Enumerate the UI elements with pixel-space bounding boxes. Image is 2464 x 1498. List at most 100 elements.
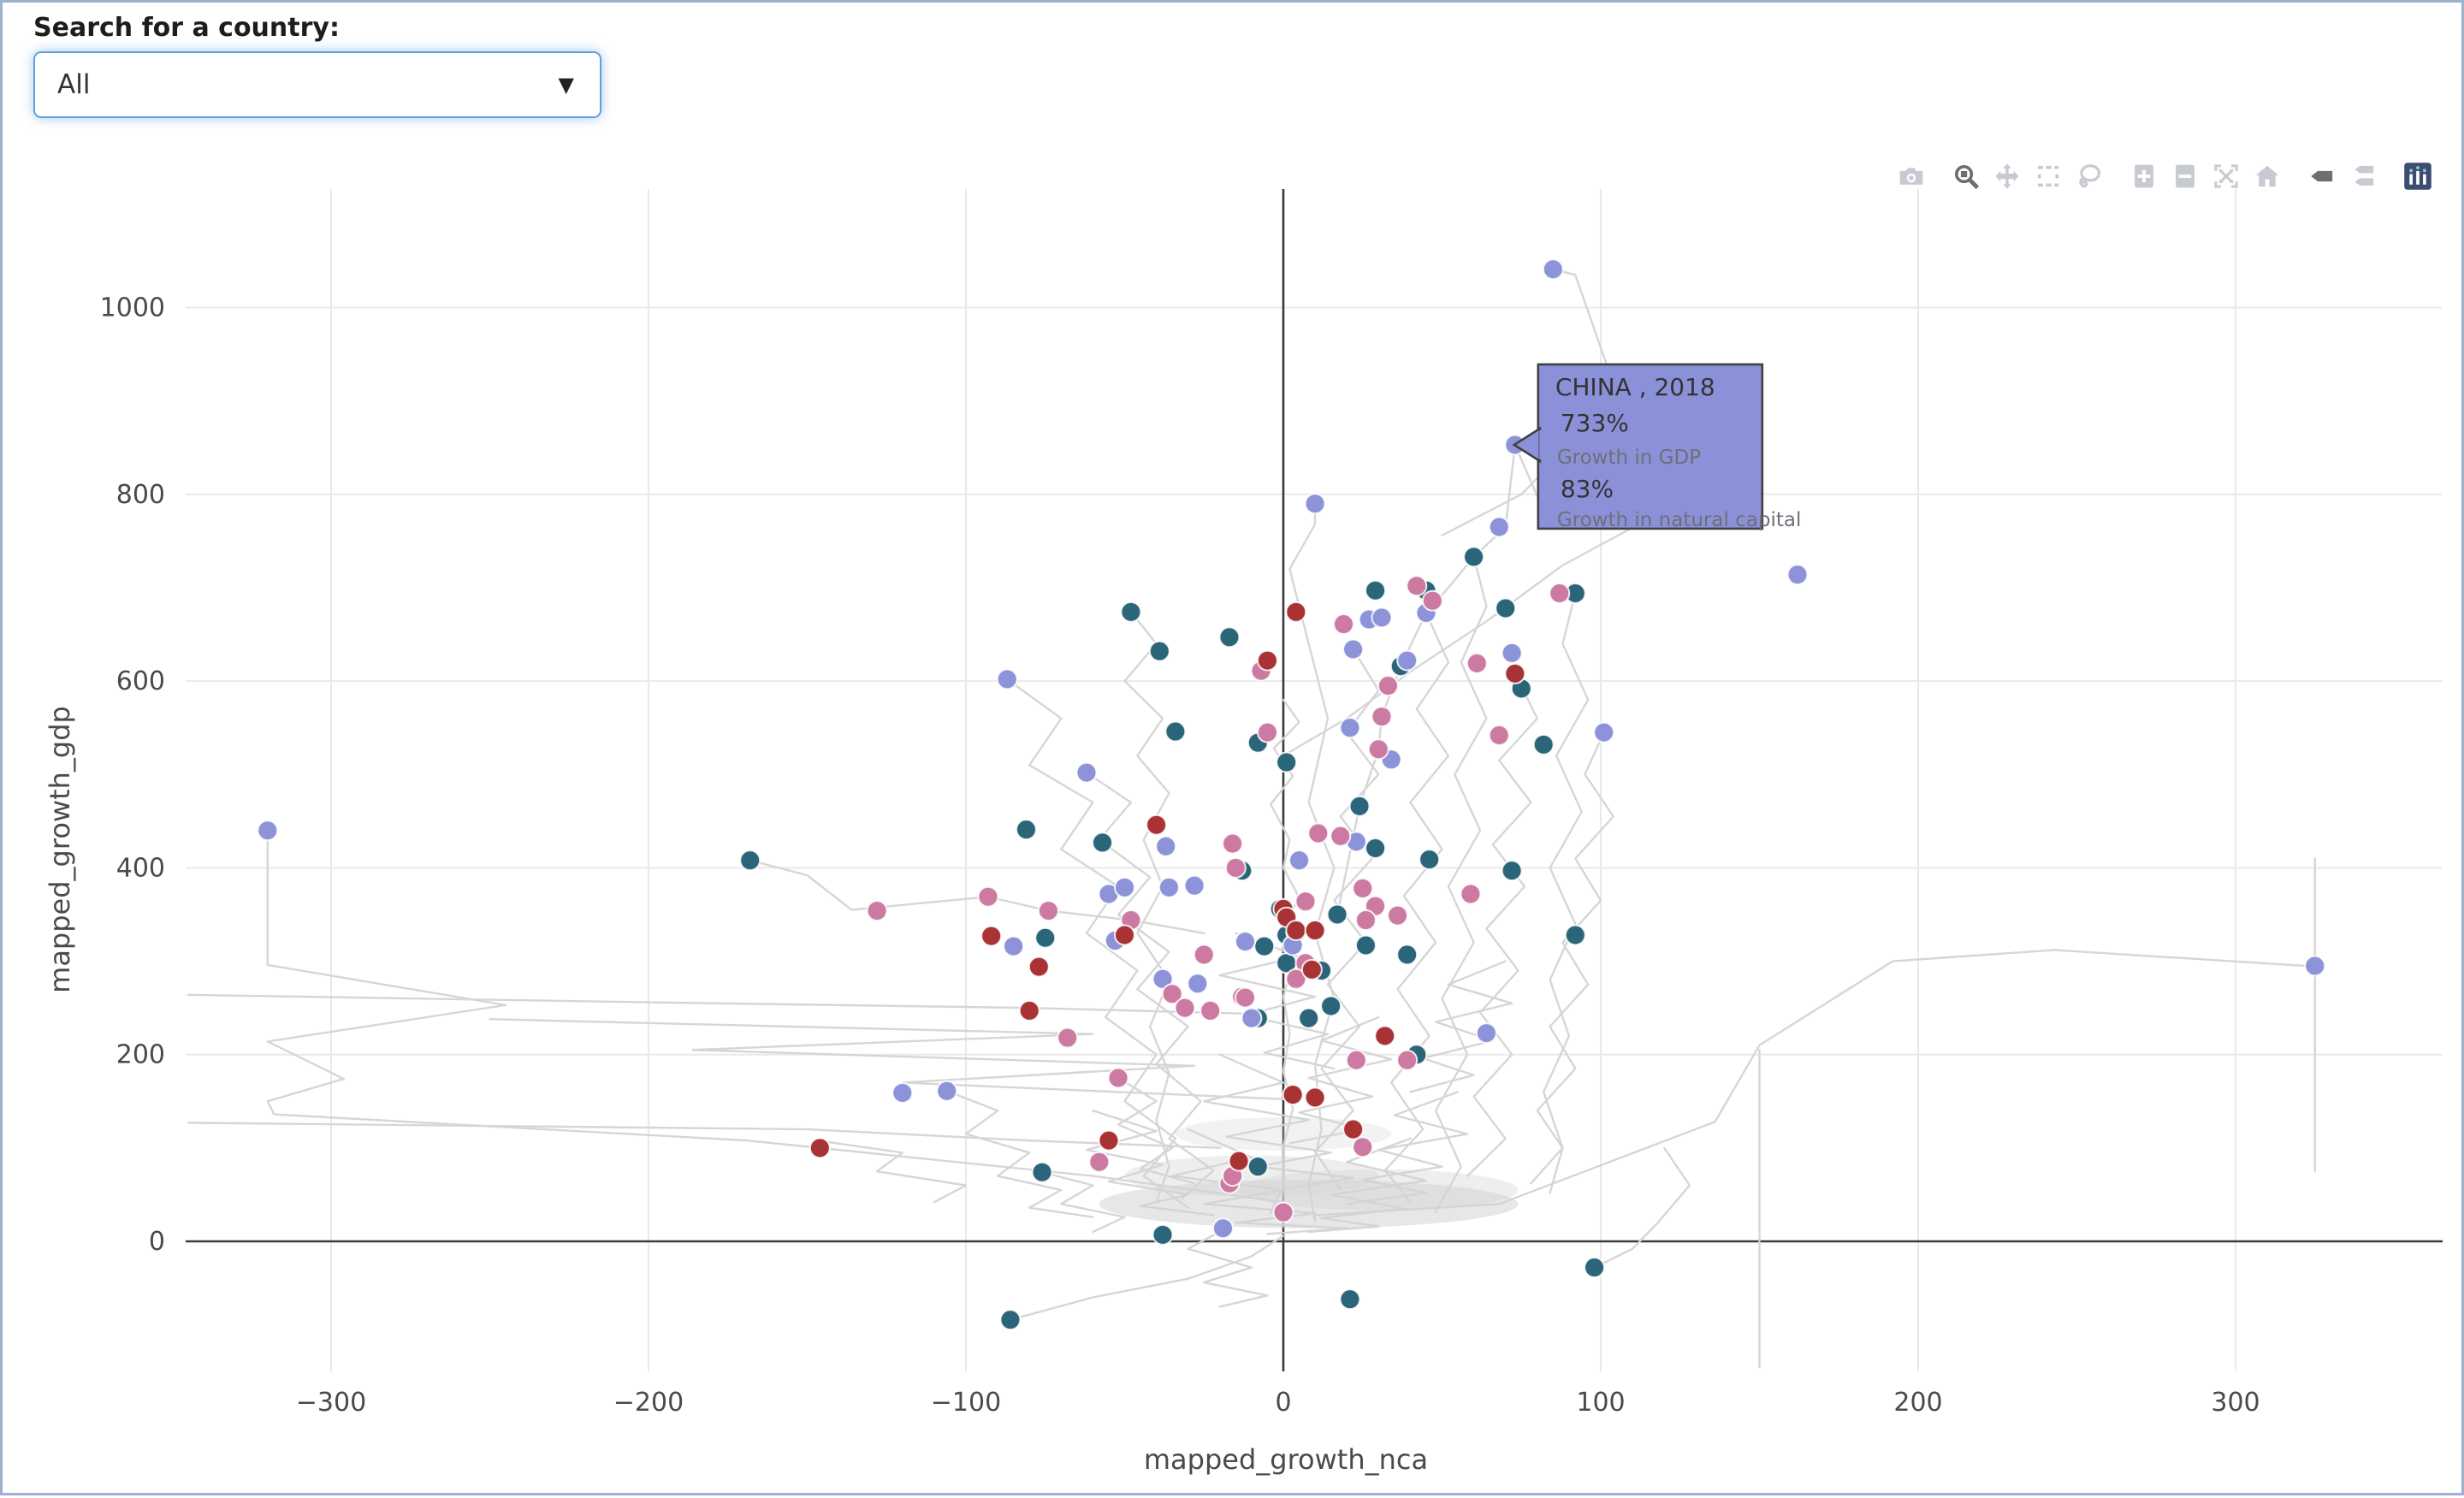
data-point[interactable] — [1114, 924, 1135, 946]
data-point[interactable] — [1253, 935, 1276, 957]
data-point[interactable] — [891, 1081, 914, 1104]
data-point[interactable] — [1256, 721, 1278, 743]
data-point[interactable] — [1593, 721, 1615, 743]
data-point[interactable] — [1107, 1067, 1129, 1089]
data-point[interactable] — [1339, 1288, 1361, 1311]
data-point[interactable] — [1421, 589, 1443, 612]
data-point[interactable] — [999, 1309, 1022, 1331]
data-point[interactable] — [1396, 1049, 1419, 1071]
data-point[interactable] — [1298, 1007, 1320, 1029]
data-point[interactable] — [1367, 738, 1389, 761]
lasso-select-icon[interactable] — [2073, 160, 2106, 192]
data-point[interactable] — [1406, 575, 1428, 597]
zoom-out-icon[interactable] — [2169, 160, 2201, 192]
zoom-in-icon[interactable] — [2128, 160, 2160, 192]
data-point[interactable] — [1212, 1217, 1235, 1240]
data-point[interactable] — [1003, 935, 1025, 957]
data-point[interactable] — [1247, 1156, 1269, 1178]
data-point[interactable] — [1057, 1027, 1079, 1049]
data-point[interactable] — [1352, 1136, 1374, 1158]
data-point[interactable] — [1307, 822, 1330, 844]
data-point[interactable] — [1488, 516, 1510, 538]
data-point[interactable] — [1018, 999, 1040, 1021]
data-point[interactable] — [1320, 995, 1342, 1017]
data-point[interactable] — [2304, 955, 2326, 977]
data-point[interactable] — [1146, 814, 1168, 836]
data-point[interactable] — [1152, 1223, 1174, 1246]
data-point[interactable] — [739, 850, 761, 872]
data-point[interactable] — [1396, 944, 1419, 966]
data-point[interactable] — [1365, 579, 1387, 601]
data-point[interactable] — [1228, 1150, 1250, 1172]
data-point[interactable] — [1234, 986, 1256, 1009]
data-point[interactable] — [1501, 642, 1523, 664]
data-point[interactable] — [1371, 607, 1393, 629]
data-point[interactable] — [1148, 640, 1170, 662]
camera-icon[interactable] — [1895, 160, 1928, 192]
hover-compare-icon[interactable] — [2347, 160, 2379, 192]
data-point[interactable] — [1199, 999, 1222, 1021]
data-point[interactable] — [1330, 825, 1352, 847]
data-point[interactable] — [1304, 493, 1326, 515]
data-point[interactable] — [1348, 795, 1371, 817]
data-point[interactable] — [1075, 761, 1098, 784]
data-point[interactable] — [977, 885, 999, 908]
data-points[interactable] — [257, 258, 2326, 1331]
hover-closest-icon[interactable] — [2306, 160, 2338, 192]
pan-icon[interactable] — [1991, 160, 2023, 192]
data-point[interactable] — [1164, 720, 1187, 743]
data-point[interactable] — [1015, 819, 1037, 841]
data-point[interactable] — [1037, 900, 1059, 922]
data-point[interactable] — [1158, 876, 1180, 898]
data-point[interactable] — [1584, 1257, 1606, 1279]
data-point[interactable] — [1466, 652, 1488, 674]
data-point[interactable] — [1187, 973, 1209, 995]
data-point[interactable] — [1549, 582, 1571, 604]
data-point[interactable] — [1786, 564, 1809, 586]
data-point[interactable] — [1419, 849, 1441, 871]
data-point[interactable] — [1460, 883, 1482, 905]
data-point[interactable] — [936, 1080, 958, 1102]
data-point[interactable] — [1352, 877, 1374, 899]
data-point[interactable] — [1354, 909, 1377, 932]
data-point[interactable] — [1222, 832, 1244, 855]
data-point[interactable] — [1304, 920, 1326, 942]
data-point[interactable] — [1155, 835, 1177, 857]
data-point[interactable] — [1034, 927, 1057, 949]
data-point[interactable] — [1371, 706, 1393, 728]
data-point[interactable] — [257, 820, 279, 842]
data-point[interactable] — [1193, 944, 1215, 966]
data-point[interactable] — [1354, 934, 1377, 956]
data-point[interactable] — [1396, 649, 1419, 672]
autoscale-icon[interactable] — [2210, 160, 2242, 192]
data-point[interactable] — [1374, 1025, 1396, 1047]
data-point[interactable] — [1304, 1086, 1326, 1109]
data-point[interactable] — [1092, 832, 1114, 854]
data-point[interactable] — [1120, 601, 1142, 623]
data-point[interactable] — [1028, 956, 1050, 978]
data-point[interactable] — [1234, 931, 1256, 953]
country-dropdown[interactable]: All ▼ — [33, 51, 601, 118]
data-point[interactable] — [1161, 983, 1183, 1005]
data-point[interactable] — [996, 668, 1018, 690]
data-point[interactable] — [1088, 1151, 1111, 1173]
data-point[interactable] — [1174, 997, 1196, 1019]
box-select-icon[interactable] — [2032, 160, 2064, 192]
data-point[interactable] — [1294, 891, 1317, 913]
data-point[interactable] — [1387, 904, 1409, 927]
data-point[interactable] — [1504, 662, 1526, 684]
scatter-plot-canvas[interactable]: −300 −200 −100 0 100 200 300 0 200 400 600 800 1000 m… — [3, 3, 2464, 1498]
data-point[interactable] — [1288, 850, 1311, 872]
data-point[interactable] — [1285, 920, 1307, 942]
data-point[interactable] — [1532, 733, 1555, 755]
data-point[interactable] — [1256, 649, 1278, 672]
data-point[interactable] — [1241, 1007, 1263, 1029]
data-point[interactable] — [1342, 638, 1365, 660]
data-point[interactable] — [1285, 968, 1307, 990]
data-point[interactable] — [1218, 626, 1241, 648]
zoom-icon[interactable] — [1950, 160, 1982, 192]
data-point[interactable] — [1114, 876, 1135, 898]
plotly-logo[interactable] — [2402, 160, 2434, 192]
data-point[interactable] — [1300, 958, 1323, 980]
data-point[interactable] — [1488, 724, 1510, 746]
